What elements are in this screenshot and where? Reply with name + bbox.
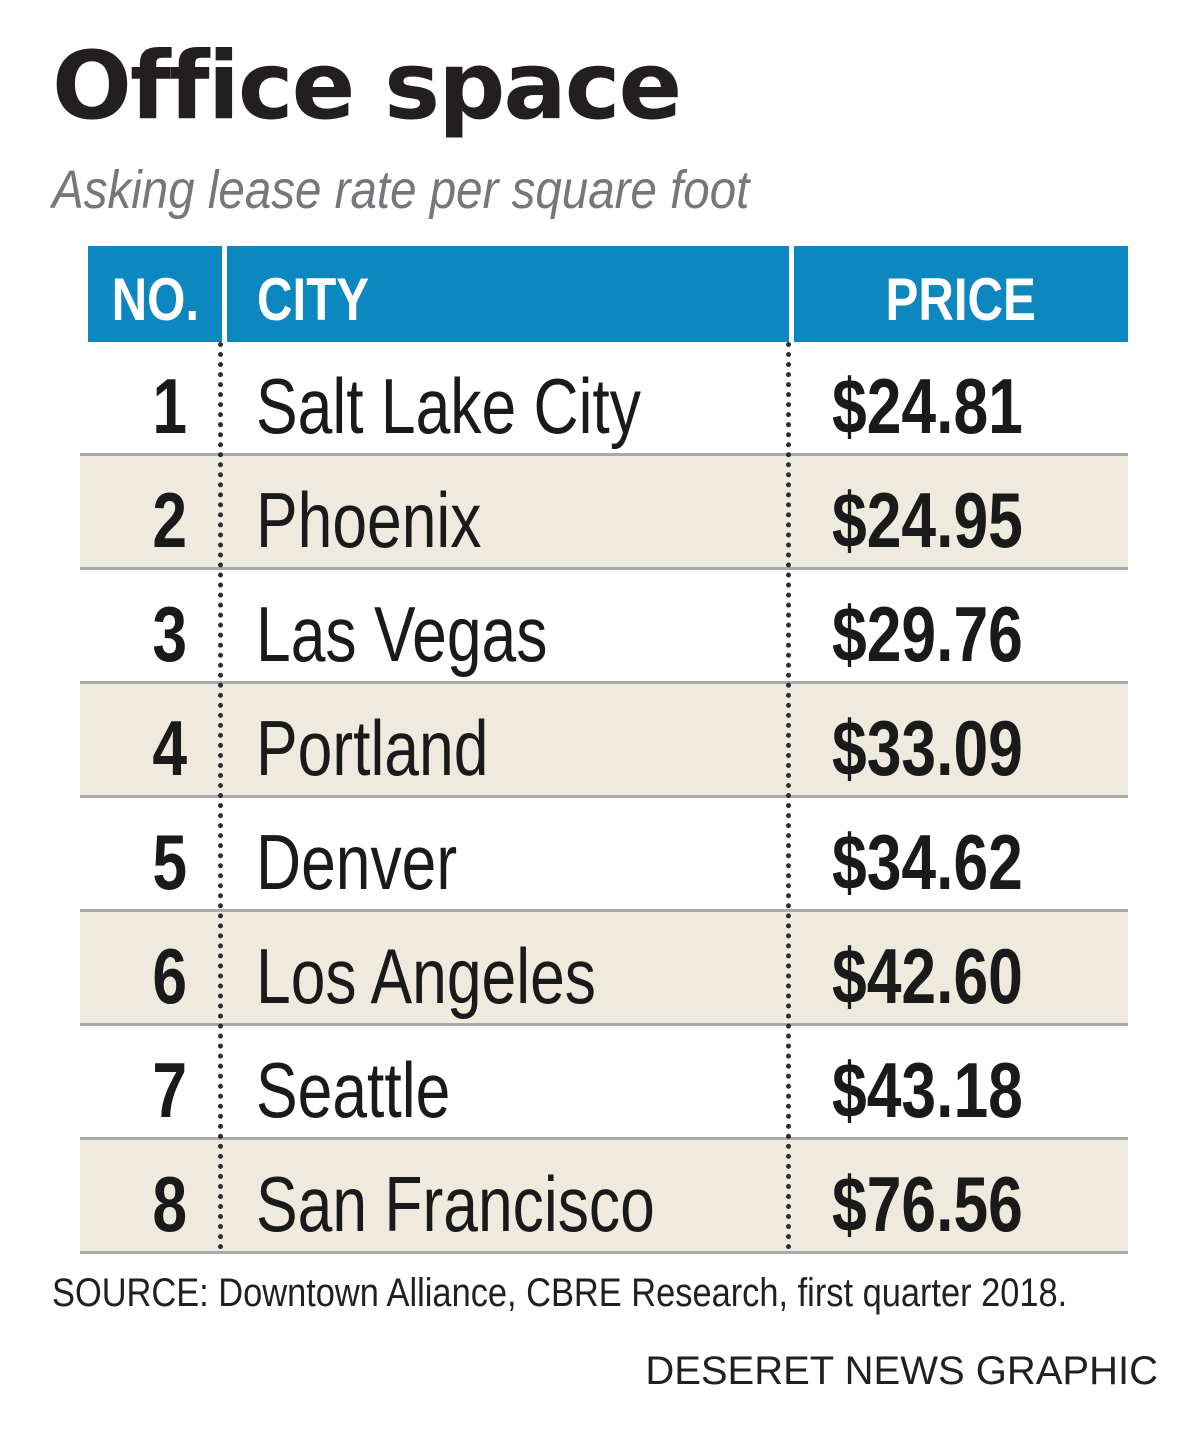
price-value: $24.95 (832, 476, 1023, 564)
price-cell: $24.95 (832, 456, 1112, 567)
chart-subtitle: Asking lease rate per square foot (52, 160, 750, 220)
lease-rate-table: NO. CITY PRICE 1 Salt Lake City $24.81 2… (80, 246, 1128, 1254)
rank-value: 5 (152, 818, 188, 906)
price-value: $76.56 (832, 1160, 1023, 1248)
price-value: $43.18 (832, 1046, 1023, 1134)
chart-title: Office space (52, 32, 682, 141)
column-header-city: CITY (227, 246, 789, 342)
rank-cell: 4 (120, 684, 220, 795)
rank-value: 8 (152, 1160, 188, 1248)
city-value: Seattle (256, 1046, 451, 1134)
city-value: Phoenix (256, 476, 482, 564)
table-row: 5 Denver $34.62 (80, 798, 1128, 912)
rank-cell: 8 (120, 1140, 220, 1251)
table-row: 7 Seattle $43.18 (80, 1026, 1128, 1140)
rank-cell: 7 (120, 1026, 220, 1137)
column-header-price-label: PRICE (885, 266, 1037, 333)
city-cell: Seattle (256, 1026, 776, 1137)
rank-value: 6 (152, 932, 188, 1020)
column-header-city-label: CITY (257, 266, 370, 333)
price-value: $24.81 (832, 362, 1023, 450)
price-value: $33.09 (832, 704, 1023, 792)
price-cell: $42.60 (832, 912, 1112, 1023)
column-divider-rank-city (218, 342, 223, 1250)
rank-value: 4 (152, 704, 188, 792)
city-value: Las Vegas (256, 590, 548, 678)
price-cell: $24.81 (832, 342, 1112, 453)
column-header-price: PRICE (794, 246, 1128, 342)
rank-value: 2 (152, 476, 188, 564)
column-divider-city-price (786, 342, 791, 1250)
city-cell: Denver (256, 798, 776, 909)
table-row: 4 Portland $33.09 (80, 684, 1128, 798)
city-cell: Portland (256, 684, 776, 795)
city-value: Portland (256, 704, 489, 792)
rank-cell: 6 (120, 912, 220, 1023)
city-cell: San Francisco (256, 1140, 776, 1251)
price-cell: $33.09 (832, 684, 1112, 795)
price-cell: $76.56 (832, 1140, 1112, 1251)
city-cell: Las Vegas (256, 570, 776, 681)
rank-cell: 3 (120, 570, 220, 681)
source-note: SOURCE: Downtown Alliance, CBRE Research… (52, 1271, 1068, 1315)
table-row: 6 Los Angeles $42.60 (80, 912, 1128, 1026)
city-value: San Francisco (256, 1160, 655, 1248)
city-cell: Phoenix (256, 456, 776, 567)
rank-cell: 1 (120, 342, 220, 453)
rank-value: 7 (152, 1046, 188, 1134)
column-header-no-label: NO. (111, 266, 199, 333)
city-cell: Salt Lake City (256, 342, 776, 453)
price-value: $34.62 (832, 818, 1023, 906)
table-row: 3 Las Vegas $29.76 (80, 570, 1128, 684)
rank-cell: 5 (120, 798, 220, 909)
price-cell: $43.18 (832, 1026, 1112, 1137)
graphic-credit: DESERET NEWS GRAPHIC (645, 1349, 1158, 1393)
price-cell: $29.76 (832, 570, 1112, 681)
price-cell: $34.62 (832, 798, 1112, 909)
table-row: 1 Salt Lake City $24.81 (80, 342, 1128, 456)
table-body: 1 Salt Lake City $24.81 2 Phoenix $24.95… (80, 342, 1128, 1254)
table-row: 8 San Francisco $76.56 (80, 1140, 1128, 1254)
city-value: Denver (256, 818, 458, 906)
city-cell: Los Angeles (256, 912, 776, 1023)
table-row: 2 Phoenix $24.95 (80, 456, 1128, 570)
rank-cell: 2 (120, 456, 220, 567)
rank-value: 1 (152, 362, 188, 450)
rank-value: 3 (152, 590, 188, 678)
price-value: $42.60 (832, 932, 1023, 1020)
column-header-no: NO. (88, 246, 222, 342)
price-value: $29.76 (832, 590, 1023, 678)
city-value: Salt Lake City (256, 362, 641, 450)
city-value: Los Angeles (256, 932, 597, 1020)
